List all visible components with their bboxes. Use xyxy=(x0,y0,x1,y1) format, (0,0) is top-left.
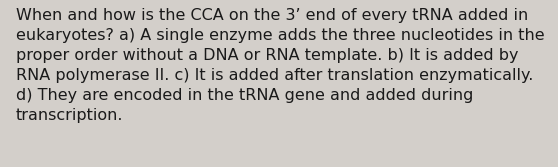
Text: When and how is the CCA on the 3’ end of every tRNA added in
eukaryotes? a) A si: When and how is the CCA on the 3’ end of… xyxy=(16,8,544,123)
